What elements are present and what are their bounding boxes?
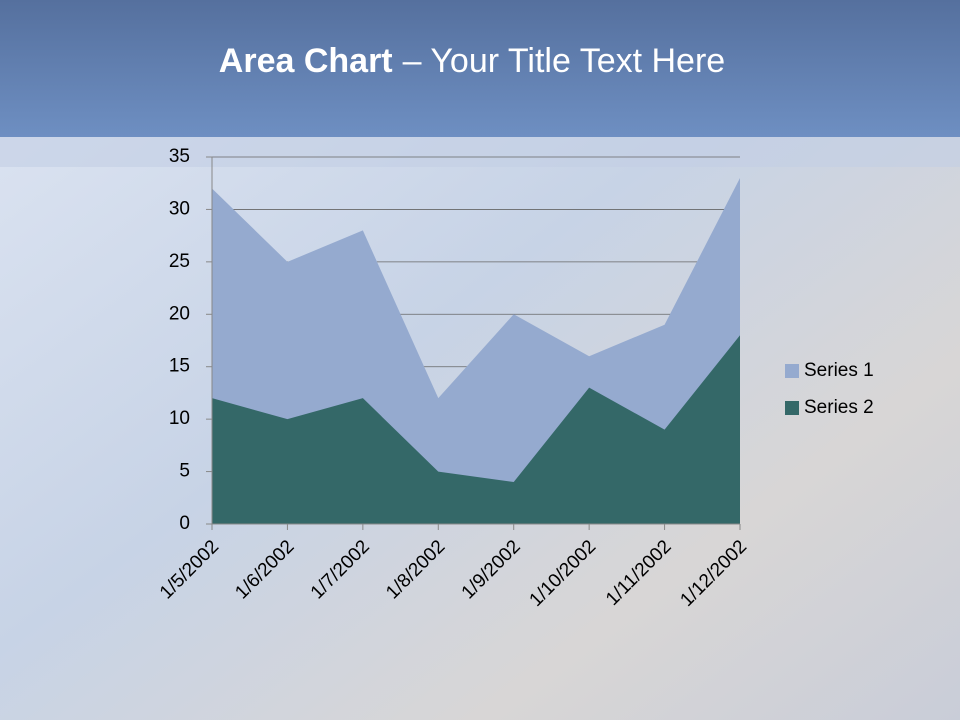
y-tick-label: 10 — [169, 408, 190, 429]
title: Area Chart – Your Title Text Here — [219, 42, 725, 80]
y-tick-label: 25 — [169, 251, 190, 272]
legend-label: Series 2 — [804, 397, 874, 418]
legend-swatch — [785, 364, 799, 378]
y-tick-label: 20 — [169, 303, 190, 324]
y-tick-label: 0 — [179, 513, 190, 534]
y-tick-label: 5 — [179, 461, 190, 482]
y-tick-label: 30 — [169, 198, 190, 219]
title-rest: – Your Title Text Here — [403, 42, 726, 80]
y-tick-label: 35 — [169, 146, 190, 167]
header — [0, 0, 960, 137]
y-tick-label: 15 — [169, 356, 190, 377]
band — [0, 137, 960, 167]
title-bold: Area Chart — [219, 42, 393, 80]
legend-swatch — [785, 401, 799, 415]
area — [212, 335, 740, 524]
legend-label: Series 1 — [804, 360, 874, 381]
